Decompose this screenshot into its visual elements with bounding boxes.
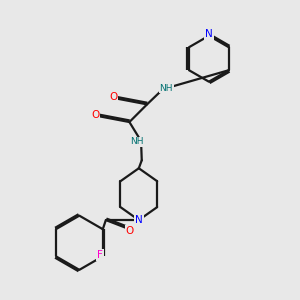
Text: NH: NH <box>159 84 173 93</box>
Text: F: F <box>97 250 103 260</box>
Text: O: O <box>126 226 134 236</box>
Text: O: O <box>109 92 117 102</box>
Text: N: N <box>205 29 213 39</box>
Text: O: O <box>92 110 100 120</box>
Text: N: N <box>135 215 143 225</box>
Text: NH: NH <box>130 137 143 146</box>
